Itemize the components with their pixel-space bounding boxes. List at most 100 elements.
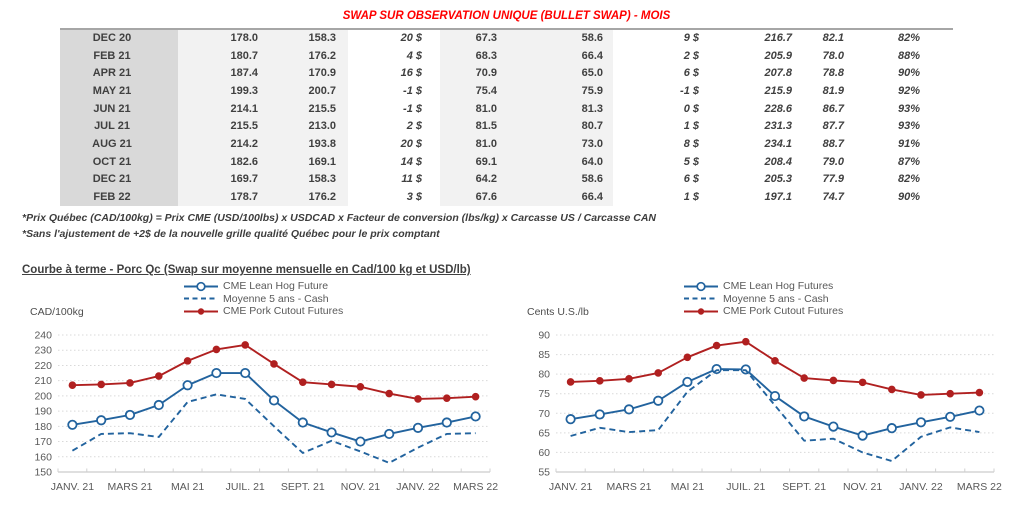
table-cell: 78.0 [822, 49, 844, 62]
legend-swatch-icon [184, 308, 218, 315]
svg-text:220: 220 [34, 360, 52, 372]
legend-label: Moyenne 5 ans - Cash [723, 292, 829, 305]
svg-text:JUIL. 21: JUIL. 21 [726, 481, 765, 493]
table-cell: 91% [897, 137, 920, 150]
table-cell: 82% [897, 32, 920, 45]
table-cell: DEC 20 [60, 29, 178, 47]
table-cell: 73.0 [527, 135, 613, 153]
legend-label: Moyenne 5 ans - Cash [223, 292, 329, 305]
table-cell: -1 $ [403, 84, 422, 97]
legend-label: CME Pork Cutout Futures [723, 305, 844, 318]
svg-text:75: 75 [538, 388, 550, 400]
table-cell: 231.3 [764, 120, 792, 133]
svg-text:JUIL. 21: JUIL. 21 [226, 481, 265, 493]
table-cell: 176.2 [272, 188, 348, 206]
table-cell: 82.1 [822, 32, 844, 45]
table-cell: 0 $ [683, 102, 699, 115]
table-cell: 193.8 [272, 135, 348, 153]
table-row: DEC 21 169.7 158.3 11 $ 64.2 58.6 6 $ 205.3 77.9… [60, 170, 953, 189]
legend-swatch-icon [184, 281, 218, 291]
table-cell: 90% [897, 191, 920, 204]
table-cell: 5 $ [683, 155, 699, 168]
right-chart-legend: CME Lean Hog Futures Moyenne 5 ans - Cash… [683, 280, 843, 318]
svg-text:240: 240 [34, 330, 52, 342]
swap-table: DEC 20 178.0 158.3 20 $67.3 58.6 9 $216.7 82.1… [60, 28, 953, 206]
svg-text:60: 60 [538, 447, 550, 459]
table-cell: 81.0 [440, 135, 527, 153]
table-cell: 4 $ [406, 49, 422, 62]
table-cell: 182.6 [178, 152, 272, 171]
svg-text:230: 230 [34, 345, 52, 357]
table-cell: 178.7 [178, 188, 272, 206]
table-row: MAY 21 199.3 200.7 -1 $ 75.4 75.9 -1 $ 215.9 81.… [60, 82, 953, 100]
table-cell: 208.4 [764, 155, 792, 168]
legend-label: CME Lean Hog Futures [723, 280, 834, 293]
table-cell: 69.1 [440, 152, 527, 171]
table-row: JUL 21 215.5 213.0 2 $ 81.5 80.7 1 $ 231.3 87.7 9… [60, 117, 953, 136]
table-cell: 187.4 [178, 64, 272, 83]
table-cell: 93% [897, 120, 920, 133]
legend-label: CME Pork Cutout Futures [223, 305, 344, 318]
table-cell: 169.1 [272, 152, 348, 171]
table-cell: 81.9 [822, 84, 844, 97]
table-cell: FEB 21 [60, 46, 178, 65]
swap-table-body: DEC 20 178.0 158.3 20 $67.3 58.6 9 $216.7 82.1… [60, 29, 953, 206]
table-cell: 197.1 [764, 191, 792, 204]
legend-swatch-icon [684, 297, 718, 300]
table-cell: 88.7 [822, 137, 844, 150]
table-cell: 9 $ [683, 32, 699, 45]
table-cell: 178.0 [178, 29, 272, 47]
table-cell: DEC 21 [60, 170, 178, 189]
table-cell: 200.7 [272, 82, 348, 100]
table-cell: 64.0 [527, 152, 613, 171]
table-cell: 14 $ [400, 155, 422, 168]
table-row: DEC 20 178.0 158.3 20 $ 67.3 58.6 9 $ 216.7 82.1… [60, 29, 953, 47]
svg-text:170: 170 [34, 436, 52, 448]
footnote-adjustment: *Sans l'ajustement de +2$ de la nouvelle… [22, 228, 440, 240]
svg-text:SEPT. 21: SEPT. 21 [281, 481, 325, 493]
table-cell: 214.2 [178, 135, 272, 153]
table-cell: 3 $ [406, 191, 422, 204]
table-cell: 67.3 [440, 29, 527, 47]
table-cell: 88% [897, 49, 920, 62]
table-cell: JUL 21 [60, 117, 178, 136]
svg-text:NOV. 21: NOV. 21 [843, 481, 882, 493]
table-cell: 158.3 [272, 29, 348, 47]
svg-text:150: 150 [34, 467, 52, 479]
svg-text:200: 200 [34, 390, 52, 402]
table-cell: FEB 22 [60, 188, 178, 206]
table-cell: 67.6 [440, 188, 527, 206]
table-cell: 176.2 [272, 46, 348, 65]
table-cell: 2 $ [683, 49, 699, 62]
section-title: Courbe à terme - Porc Qc (Swap sur moyen… [22, 264, 471, 276]
table-cell: 215.5 [178, 117, 272, 136]
left-chart-unit-label: CAD/100kg [30, 306, 84, 318]
table-cell: 169.7 [178, 170, 272, 189]
legend-swatch-icon [184, 297, 218, 300]
table-cell: JUN 21 [60, 99, 178, 118]
table-cell: 93% [897, 102, 920, 115]
table-cell: 11 $ [401, 173, 422, 186]
table-row: JUN 21 214.1 215.5 -1 $ 81.0 81.3 0 $ 228.6 86.7… [60, 99, 953, 118]
svg-text:NOV. 21: NOV. 21 [341, 481, 380, 493]
table-cell: 87% [897, 155, 920, 168]
table-cell: 16 $ [400, 67, 422, 80]
table-cell: 81.3 [527, 99, 613, 118]
table-row: APR 21 187.4 170.9 16 $ 70.9 65.0 6 $ 207.8 78.8… [60, 64, 953, 83]
table-cell: 215.5 [272, 99, 348, 118]
table-row: OCT 21 182.6 169.1 14 $ 69.1 64.0 5 $ 208.4 79.0… [60, 152, 953, 171]
table-cell: 66.4 [527, 46, 613, 65]
svg-text:180: 180 [34, 421, 52, 433]
table-cell: 205.9 [764, 49, 792, 62]
table-cell: 2 $ [406, 120, 422, 133]
table-cell: 77.9 [822, 173, 844, 186]
svg-text:65: 65 [538, 427, 550, 439]
table-cell: 58.6 [527, 170, 613, 189]
table-row: FEB 22 178.7 176.2 3 $ 67.6 66.4 1 $ 197.1 74.7 9… [60, 188, 953, 206]
table-cell: 207.8 [764, 67, 792, 80]
table-cell: 158.3 [272, 170, 348, 189]
footnote-price-formula: *Prix Québec (CAD/100kg) = Prix CME (USD… [22, 212, 657, 224]
svg-text:80: 80 [538, 369, 550, 381]
svg-text:210: 210 [34, 375, 52, 387]
table-cell: 170.9 [272, 64, 348, 83]
